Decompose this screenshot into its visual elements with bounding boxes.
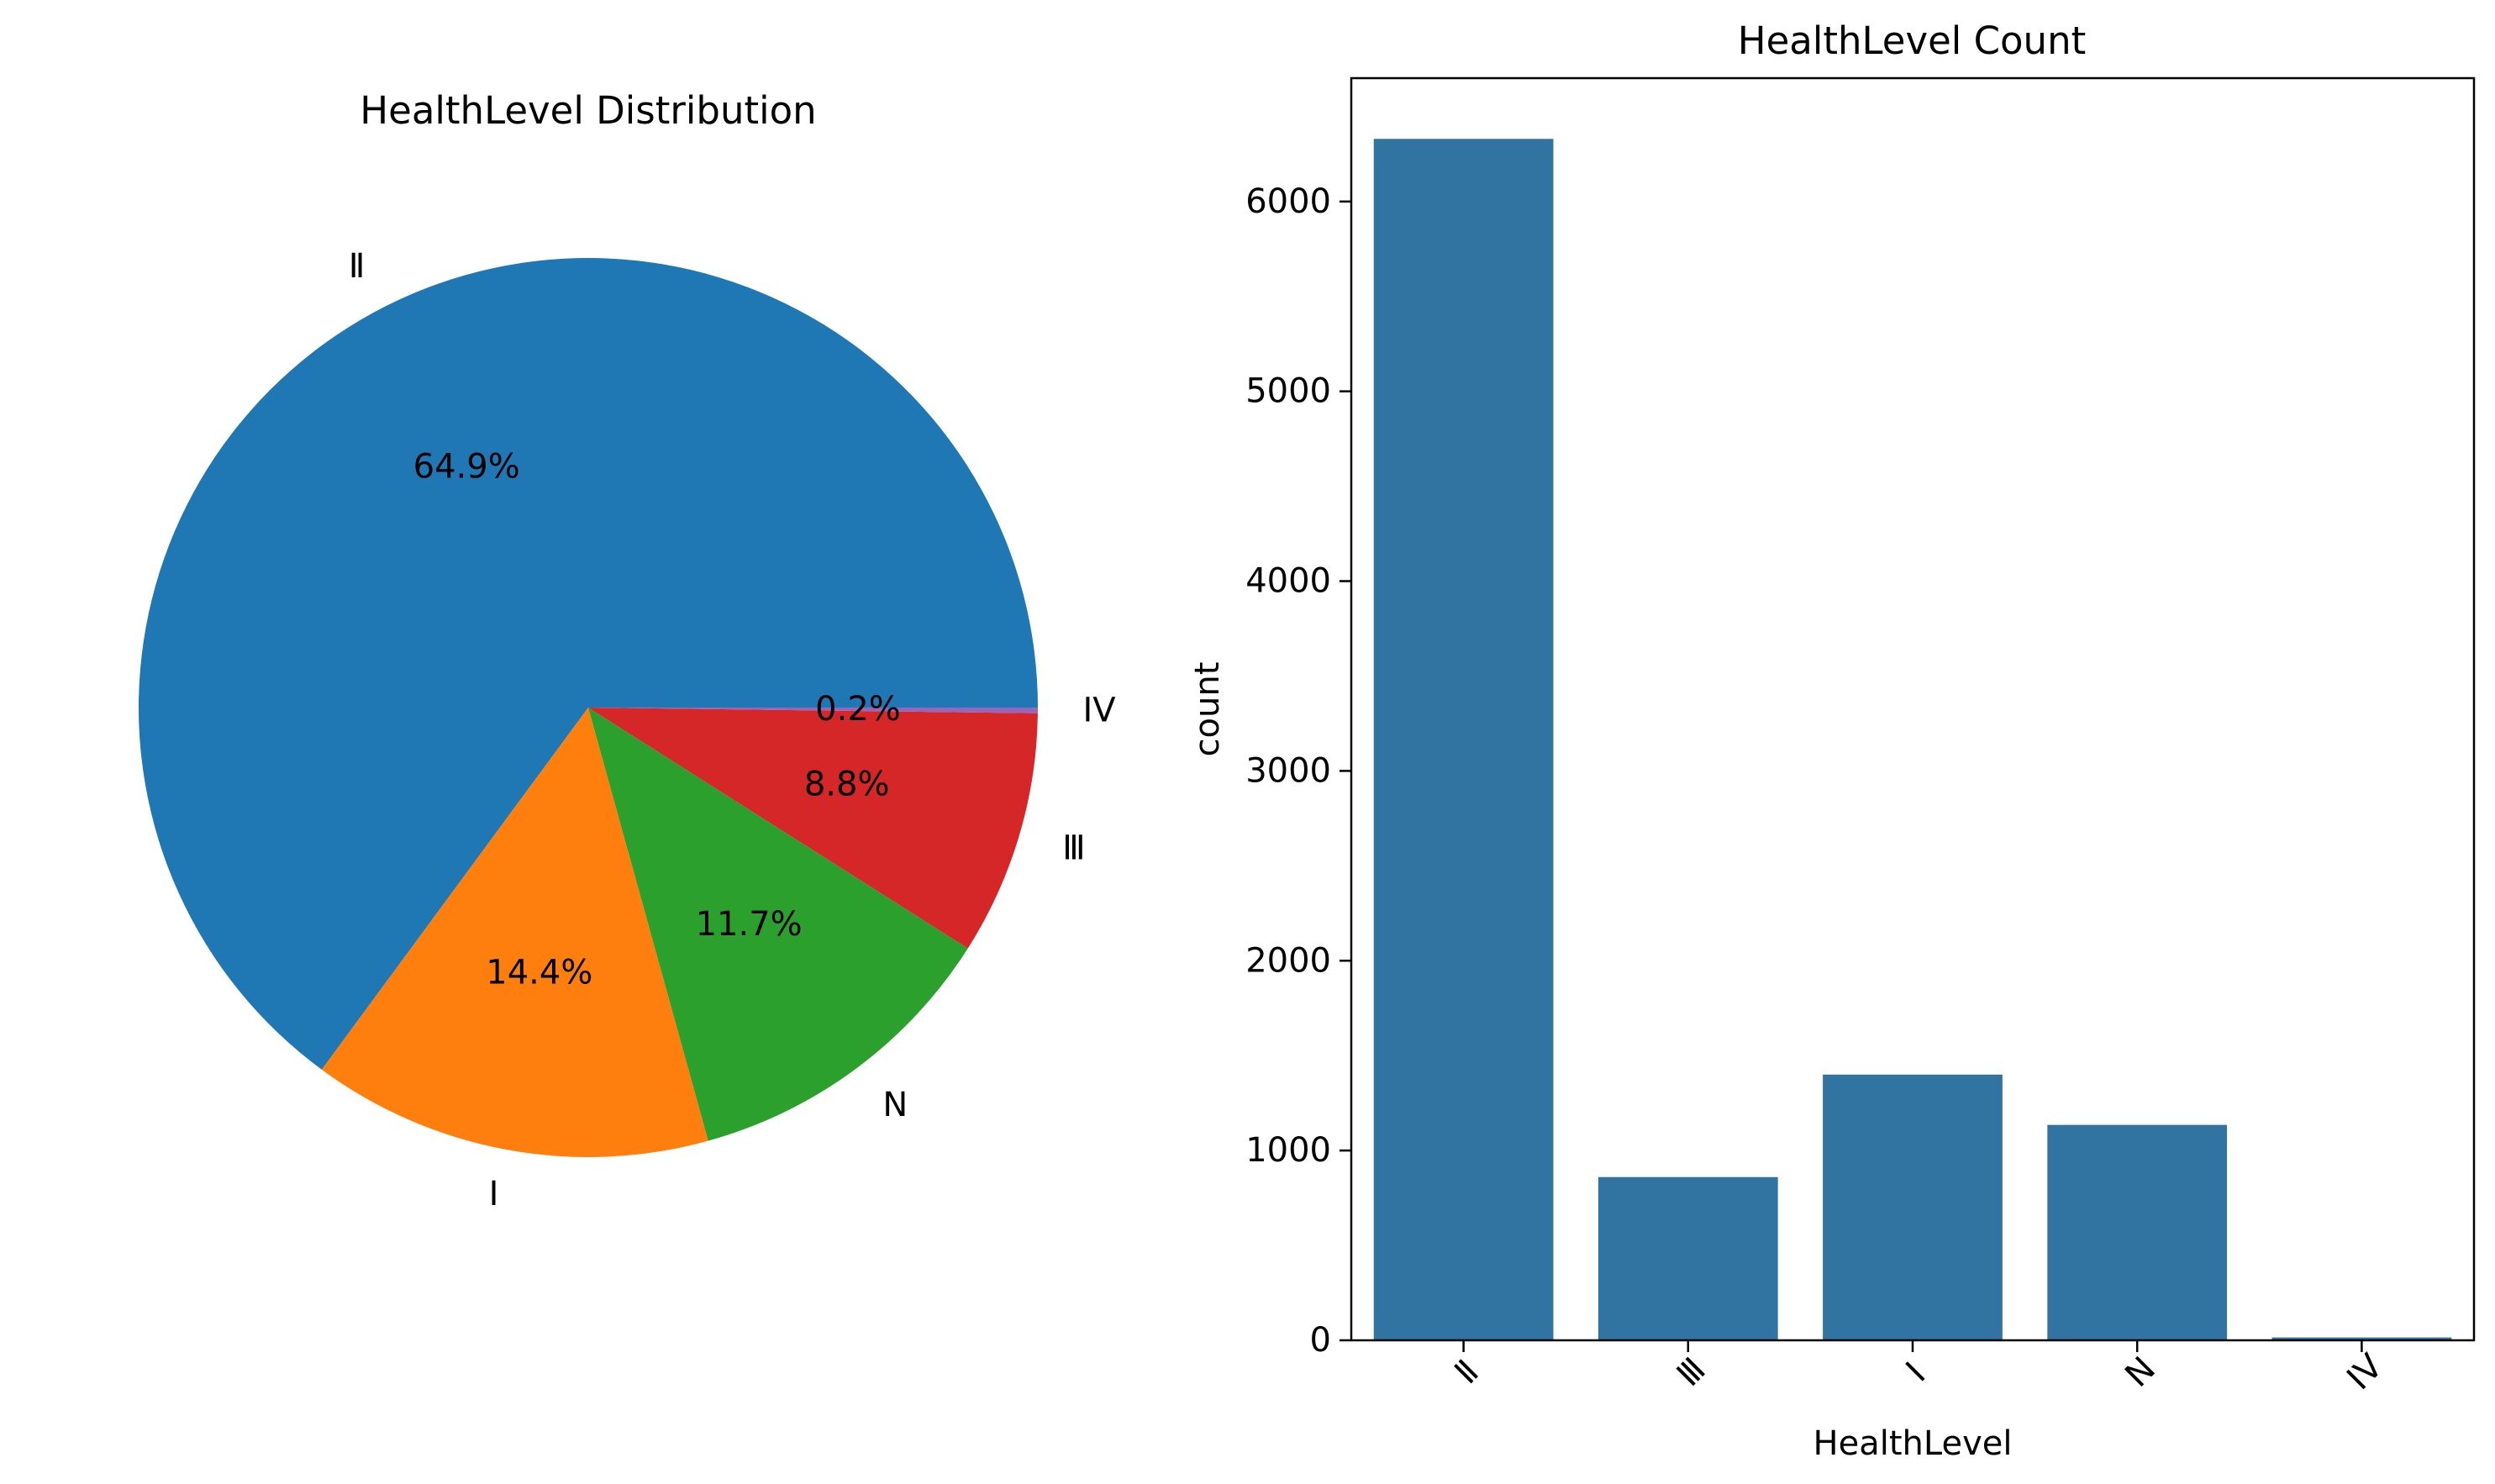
- pie-slice-ii: [138, 257, 1038, 1070]
- pie-pct-label-iv: 0.2%: [815, 690, 901, 729]
- pie-chart-title: HealthLevel Distribution: [360, 88, 816, 133]
- pie-slices: [138, 257, 1038, 1157]
- bar-iv: [2271, 1337, 2452, 1340]
- pie-labels: 64.9% Ⅱ 14.4% I 11.7% N 8.8% Ⅲ 0.2% IV: [349, 247, 1116, 1213]
- bar-chart: HealthLevel Count 0 1000 2000 3000 4000 5000 6…: [1188, 18, 2476, 1463]
- bar-chart-bars: [1373, 139, 2452, 1340]
- pie-slice-iii: [588, 708, 1038, 949]
- pie-slice-n: [588, 708, 968, 1141]
- pie-slice-i: [321, 708, 708, 1157]
- pie-category-label-ii: Ⅱ: [349, 247, 366, 286]
- pie-pct-label-i: 14.4%: [486, 954, 592, 992]
- pie-category-label-iii: Ⅲ: [1062, 829, 1086, 868]
- bar-i: [1823, 1074, 2003, 1340]
- y-tick-label: 5000: [1245, 372, 1331, 411]
- bar-chart-frame: [1350, 76, 2476, 1342]
- bar-iii: [1598, 1176, 1778, 1340]
- y-tick-label: 6000: [1245, 182, 1331, 221]
- x-tick-label-n: N: [2118, 1350, 2163, 1395]
- x-tick-label-i: I: [1899, 1355, 1934, 1390]
- x-tick-label-iv: IV: [2340, 1346, 2391, 1397]
- y-tick-label: 2000: [1245, 941, 1331, 980]
- pie-category-label-iv: IV: [1082, 692, 1116, 730]
- pie-category-label-n: N: [882, 1086, 908, 1124]
- bar-chart-x-axis: Ⅱ Ⅲ I N IV: [1447, 1340, 2391, 1397]
- x-tick-label-iii: Ⅲ: [1670, 1350, 1713, 1394]
- pie-slice-iv: [588, 708, 1038, 713]
- y-tick-label: 0: [1310, 1321, 1331, 1360]
- y-tick-label: 1000: [1245, 1131, 1331, 1170]
- bar-chart-title: HealthLevel Count: [1738, 18, 2087, 63]
- bar-n: [2047, 1124, 2228, 1340]
- y-tick-label: 3000: [1245, 751, 1331, 790]
- pie-chart: HealthLevel Distribution 64.9% Ⅱ 14.4% I 11.…: [138, 88, 1116, 1213]
- pie-pct-label-iii: 8.8%: [804, 765, 890, 803]
- bar-chart-y-axis-label: count: [1188, 662, 1227, 757]
- pie-pct-label-n: 11.7%: [696, 905, 803, 944]
- y-tick-label: 4000: [1245, 562, 1331, 601]
- bar-ii: [1373, 139, 1554, 1340]
- bar-chart-y-axis: 0 1000 2000 3000 4000 5000 6000: [1245, 182, 1351, 1360]
- x-tick-label-ii: Ⅱ: [1447, 1353, 1486, 1392]
- pie-category-label-i: I: [489, 1175, 499, 1213]
- bar-chart-x-axis-label: HealthLevel: [1813, 1424, 2013, 1463]
- pie-pct-label-ii: 64.9%: [413, 448, 520, 487]
